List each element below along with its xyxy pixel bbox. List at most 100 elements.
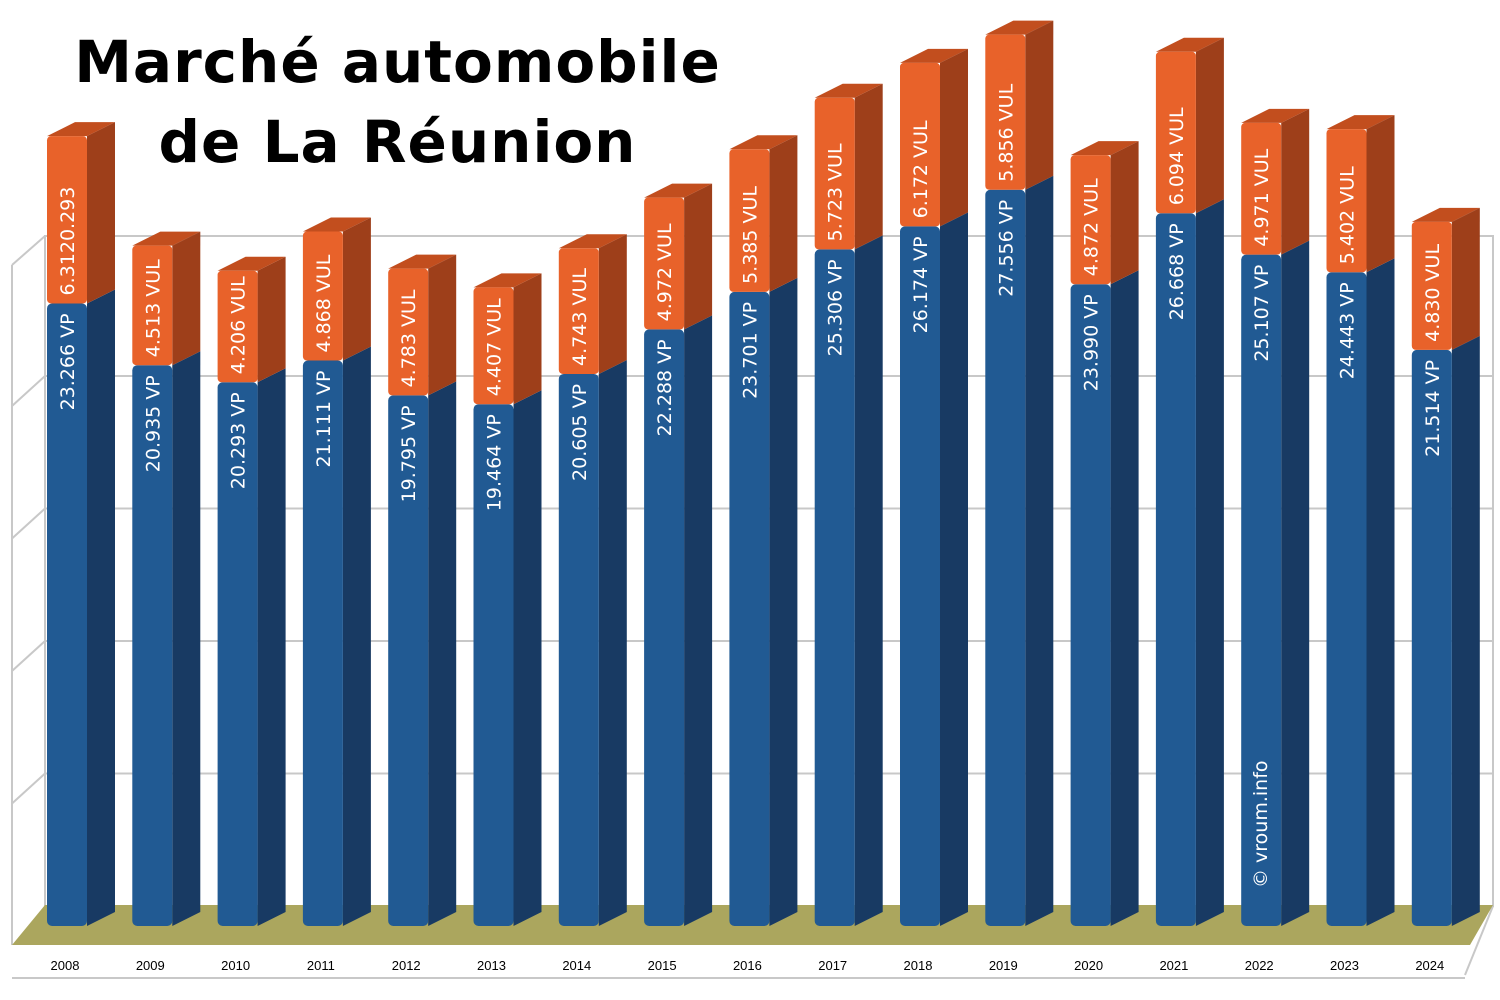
chart-title-line-1: Marché automobile — [74, 28, 721, 96]
vp-data-label: 22.288 VP — [654, 339, 676, 436]
vul-bar-top — [302, 217, 371, 232]
gridline-side — [11, 640, 46, 672]
x-tick-label: 2017 — [818, 958, 847, 973]
vp-bar-side — [513, 390, 542, 927]
vul-bar-side — [87, 122, 115, 304]
vul-data-label: 6.3120.293 — [57, 187, 79, 296]
vp-bar — [302, 360, 343, 927]
vp-data-label: 19.795 VP — [398, 405, 420, 502]
vul-bar-top — [388, 254, 457, 269]
vp-data-label: 26.174 VP — [910, 236, 932, 333]
vul-bar — [814, 97, 855, 250]
vul-bar — [388, 268, 429, 396]
bar-2020: 23.990 VP 4.872 VUL — [1070, 141, 1139, 926]
vul-bar — [729, 149, 770, 292]
vul-data-label: 5.723 VUL — [825, 143, 847, 241]
vul-bar-side — [684, 183, 713, 330]
bar-2016: 23.701 VP 5.385 VUL — [729, 135, 798, 927]
vul-bar-top — [644, 183, 713, 198]
x-tick-label: 2022 — [1245, 958, 1274, 973]
vul-data-label: 4.868 VUL — [313, 254, 335, 352]
vp-bar — [985, 189, 1026, 927]
vul-data-label: 4.830 VUL — [1422, 244, 1444, 342]
gridline-side — [11, 375, 46, 407]
vul-data-label: 4.743 VUL — [569, 268, 591, 366]
vp-data-label: 20.293 VP — [228, 392, 250, 489]
vul-data-label: 4.972 VUL — [654, 223, 676, 321]
vp-bar — [729, 291, 770, 927]
vp-data-label: 25.107 VP — [1251, 265, 1273, 362]
x-tick-label: 2020 — [1074, 958, 1103, 973]
vp-bar-side — [342, 346, 371, 927]
vul-bar — [1241, 122, 1282, 255]
vul-bar — [47, 136, 87, 304]
x-tick-label: 2023 — [1330, 958, 1359, 973]
vul-data-label: 5.402 VUL — [1337, 166, 1359, 264]
vp-bar — [217, 382, 258, 927]
x-tick-label: 2024 — [1415, 958, 1444, 973]
bar-2012: 19.795 VP 4.783 VUL — [388, 254, 457, 926]
bar-2023: 24.443 VP 5.402 VUL — [1326, 115, 1395, 926]
vp-data-label: 20.605 VP — [569, 384, 591, 481]
vp-data-label: 21.111 VP — [313, 371, 335, 468]
vp-data-label: 26.668 VP — [1166, 223, 1188, 320]
vp-bar-side — [257, 368, 286, 927]
bar-2017: 25.306 VP 5.723 VUL — [814, 83, 883, 927]
vul-data-label: 4.783 VUL — [398, 289, 420, 387]
vul-data-label: 5.385 VUL — [739, 186, 761, 284]
bar-2009: 20.935 VP 4.513 VUL — [132, 231, 201, 926]
vul-bar-top — [985, 20, 1054, 35]
vul-bar — [302, 231, 343, 361]
vp-data-label: 24.443 VP — [1337, 282, 1359, 379]
x-tick-label: 2013 — [477, 958, 506, 973]
vul-bar-top — [1070, 141, 1139, 156]
vul-bar-side — [854, 83, 883, 250]
vul-bar-top — [1241, 108, 1310, 123]
vul-bar — [132, 245, 173, 366]
x-tick-label: 2009 — [136, 958, 165, 973]
vul-bar — [217, 270, 258, 383]
vul-bar-top — [900, 48, 968, 63]
bar-2008: 23.266 VP 6.3120.293 — [47, 122, 115, 926]
vp-bar-side — [1451, 335, 1480, 926]
vul-bar-side — [1451, 207, 1480, 350]
x-tick-label: 2019 — [989, 958, 1018, 973]
vp-bar — [1155, 213, 1196, 927]
bar-2019: 27.556 VP 5.856 VUL — [985, 20, 1054, 927]
gridline-side — [11, 772, 46, 805]
vul-bar-side — [1110, 141, 1139, 285]
vp-bar — [1070, 284, 1111, 926]
vp-bar-side — [854, 235, 883, 927]
bar-2022: 25.107 VP 4.971 VUL — [1241, 108, 1310, 927]
x-tick-label: 2021 — [1159, 958, 1188, 973]
bar-2014: 20.605 VP 4.743 VUL — [558, 234, 627, 926]
vul-bar-side — [1025, 20, 1054, 190]
vul-bar — [1411, 221, 1452, 350]
vul-data-label: 4.407 VUL — [484, 298, 506, 396]
vp-bar — [814, 249, 855, 927]
vp-data-label: 21.514 VP — [1422, 360, 1444, 457]
vul-bar-top — [47, 122, 115, 137]
x-tick-label: 2012 — [392, 958, 421, 973]
vp-bar — [47, 303, 87, 926]
x-tick-label: 2016 — [733, 958, 762, 973]
vul-bar-top — [814, 83, 883, 98]
vul-data-label: 4.513 VUL — [142, 259, 164, 357]
x-tick-label: 2011 — [307, 958, 335, 973]
vul-data-label: 6.172 VUL — [910, 120, 932, 218]
vul-bar-side — [1195, 37, 1224, 214]
vul-data-label: 4.872 VUL — [1081, 178, 1103, 276]
vul-bar — [900, 62, 940, 227]
vp-bar-side — [769, 277, 798, 927]
vul-bar — [1155, 51, 1196, 214]
vul-bar-side — [1366, 115, 1395, 273]
bar-2010: 20.293 VP 4.206 VUL — [217, 256, 286, 927]
bar-2018: 26.174 VP 6.172 VUL — [900, 48, 968, 926]
vp-bar — [1241, 254, 1282, 927]
vul-bar-side — [342, 217, 371, 361]
x-tick-label: 2018 — [904, 958, 933, 973]
x-tick-label: 2010 — [221, 958, 250, 973]
vp-data-label: 23.701 VP — [739, 302, 761, 399]
